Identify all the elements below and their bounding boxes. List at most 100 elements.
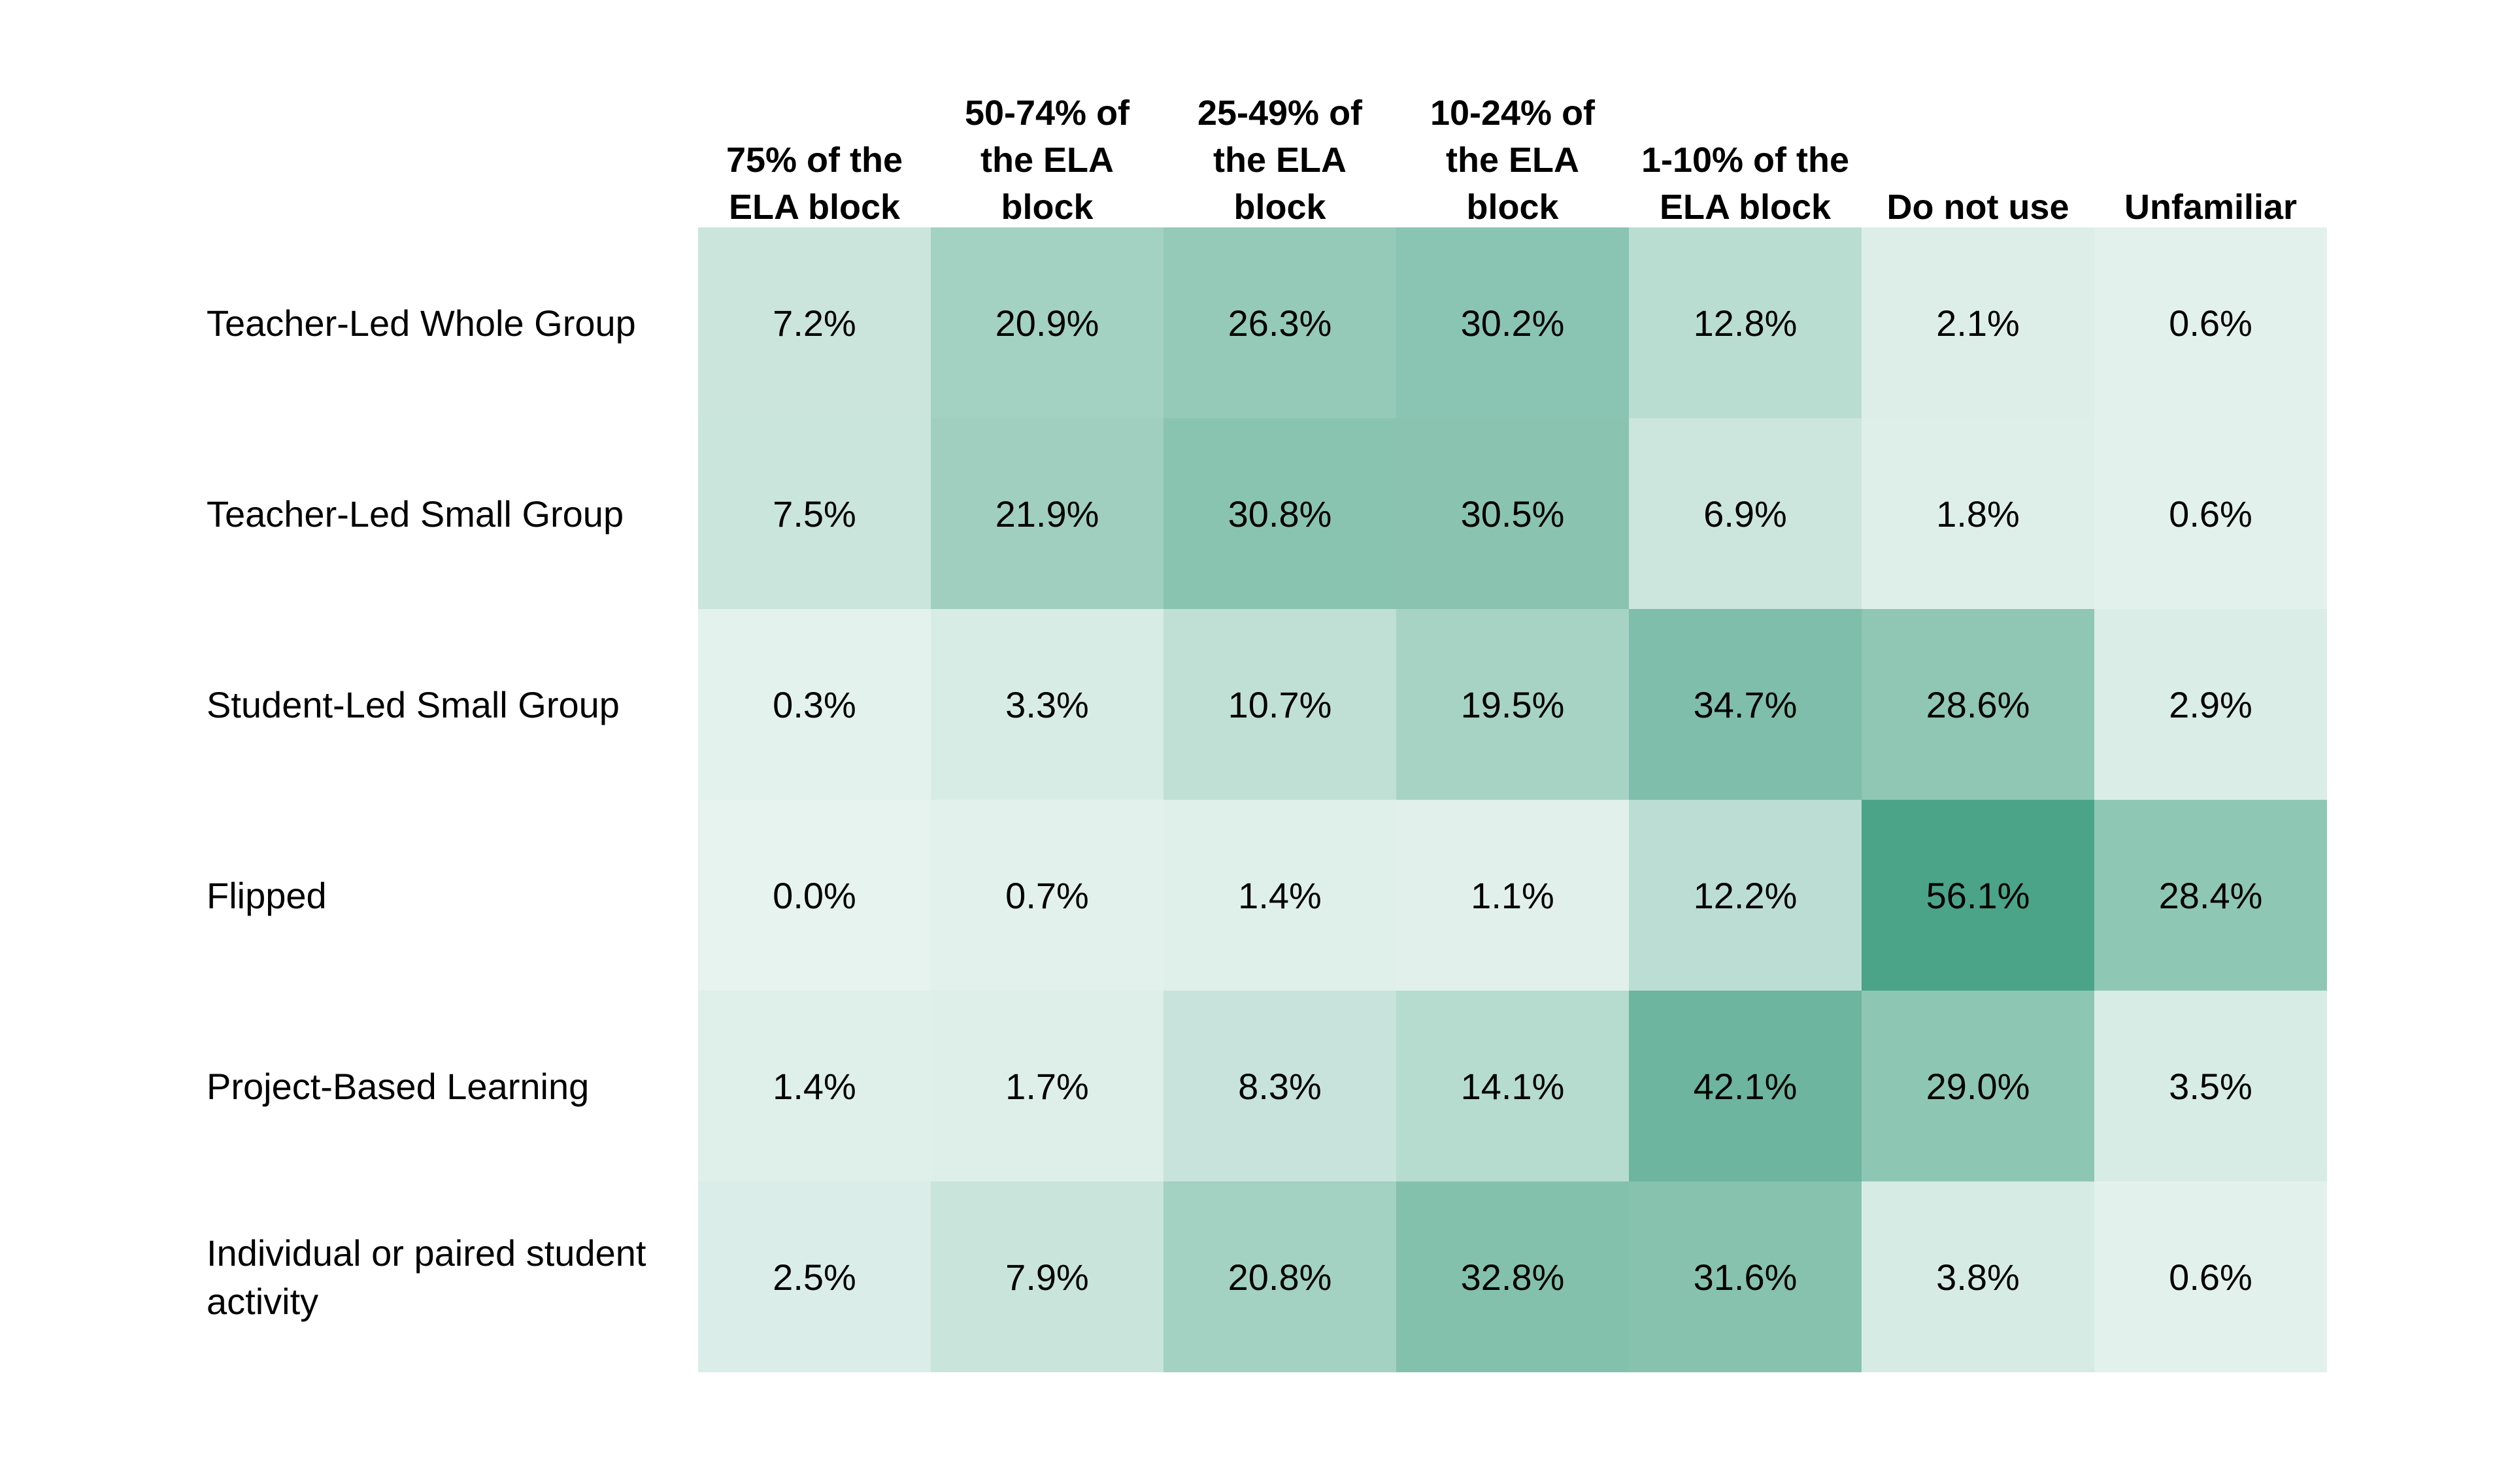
cell-value-label: 0.6% bbox=[2169, 303, 2252, 344]
heatmap-cell bbox=[2094, 227, 2327, 418]
cell-value-label: 34.7% bbox=[1694, 684, 1798, 725]
row-label: Teacher-Led Small Group bbox=[207, 493, 624, 535]
cell-value-label: 14.1% bbox=[1461, 1066, 1565, 1107]
heatmap-cell bbox=[1629, 1181, 1862, 1372]
cell-value-label: 0.7% bbox=[1005, 875, 1089, 916]
cell-value-label: 10.7% bbox=[1228, 684, 1332, 725]
cell-value-label: 1.8% bbox=[1936, 493, 2020, 535]
cell-value-label: 1.4% bbox=[773, 1066, 856, 1107]
heatmap-cell bbox=[1163, 227, 1396, 418]
heatmap-cell bbox=[1862, 800, 2094, 991]
heatmap-cell bbox=[2094, 800, 2327, 991]
heatmap-cell bbox=[1163, 991, 1396, 1181]
heatmap-cell bbox=[2094, 609, 2327, 800]
cell-value-label: 1.1% bbox=[1471, 875, 1554, 916]
heatmap-cell bbox=[1396, 991, 1629, 1181]
cell-value-label: 20.8% bbox=[1228, 1257, 1332, 1298]
heatmap-cell bbox=[2094, 991, 2327, 1181]
column-headers: 75% of the ELA block 50-74% of the ELA block… bbox=[726, 93, 2297, 227]
heatmap-cells: 7.2% 20.9% 26.3% 30.2% 12.8% 2.1% 0.6% 7.5% 21.9… bbox=[698, 227, 2327, 1372]
cell-value-label: 3.5% bbox=[2169, 1066, 2252, 1107]
heatmap-cell bbox=[1163, 609, 1396, 800]
cell-value-label: 3.8% bbox=[1936, 1257, 2020, 1298]
heatmap-cell bbox=[1629, 418, 1862, 609]
heatmap-cell bbox=[1629, 609, 1862, 800]
cell-value-label: 0.0% bbox=[773, 875, 856, 916]
cell-value-label: 0.6% bbox=[2169, 1257, 2252, 1298]
cell-value-label: 7.5% bbox=[773, 493, 856, 535]
cell-value-label: 28.4% bbox=[2159, 875, 2263, 916]
heatmap-cell bbox=[1163, 800, 1396, 991]
cell-value-label: 30.5% bbox=[1461, 493, 1565, 535]
cell-value-label: 30.8% bbox=[1228, 493, 1332, 535]
cell-value-label: 6.9% bbox=[1703, 493, 1787, 535]
column-header: 50-74% of the ELA block bbox=[965, 93, 1130, 227]
heatmap-cell bbox=[1396, 800, 1629, 991]
cell-value-label: 42.1% bbox=[1694, 1066, 1798, 1107]
cell-value-label: 7.9% bbox=[1005, 1257, 1089, 1298]
column-header: 25-49% of the ELA block bbox=[1197, 93, 1363, 227]
cell-value-label: 31.6% bbox=[1694, 1257, 1798, 1298]
row-label: Teacher-Led Whole Group bbox=[207, 303, 636, 344]
cell-value-label: 3.3% bbox=[1005, 684, 1089, 725]
cell-value-label: 1.4% bbox=[1238, 875, 1322, 916]
heatmap-cell bbox=[2094, 418, 2327, 609]
cell-value-label: 21.9% bbox=[996, 493, 1099, 535]
cell-value-label: 12.2% bbox=[1694, 875, 1798, 916]
cell-value-label: 7.2% bbox=[773, 303, 856, 344]
heatmap-cell bbox=[931, 800, 1163, 991]
heatmap-cell bbox=[698, 800, 931, 991]
cell-value-label: 1.7% bbox=[1005, 1066, 1089, 1107]
cell-value-label: 29.0% bbox=[1926, 1066, 2030, 1107]
heatmap-cell bbox=[1163, 418, 1396, 609]
heatmap-cell bbox=[1396, 418, 1629, 609]
heatmap-cell bbox=[1629, 800, 1862, 991]
cell-value-label: 2.9% bbox=[2169, 684, 2252, 725]
heatmap-cell bbox=[698, 418, 931, 609]
heatmap-cell bbox=[931, 609, 1163, 800]
cell-value-label: 8.3% bbox=[1238, 1066, 1322, 1107]
cell-value-label: 0.6% bbox=[2169, 493, 2252, 535]
heatmap-cell bbox=[1862, 609, 2094, 800]
cell-value-label: 19.5% bbox=[1461, 684, 1565, 725]
row-label: Flipped bbox=[207, 875, 327, 916]
heatmap-cell bbox=[1862, 1181, 2094, 1372]
cell-value-label: 30.2% bbox=[1461, 303, 1565, 344]
column-header: 75% of the ELA block bbox=[726, 140, 903, 227]
column-header: Do not use bbox=[1887, 188, 2069, 227]
heatmap-cell bbox=[1396, 227, 1629, 418]
heatmap-cell bbox=[1862, 418, 2094, 609]
row-label: Individual or paired student activity bbox=[207, 1232, 646, 1322]
heatmap-cell bbox=[698, 991, 931, 1181]
heatmap-cell bbox=[1862, 991, 2094, 1181]
heatmap-cell bbox=[1396, 1181, 1629, 1372]
heatmap-cell bbox=[931, 1181, 1163, 1372]
heatmap-cell bbox=[931, 991, 1163, 1181]
cell-value-label: 56.1% bbox=[1926, 875, 2030, 916]
heatmap-cell bbox=[931, 227, 1163, 418]
cell-value-label: 2.1% bbox=[1936, 303, 2020, 344]
cell-value-label: 28.6% bbox=[1926, 684, 2030, 725]
row-label: Project-Based Learning bbox=[207, 1066, 589, 1107]
heatmap-cell bbox=[1396, 609, 1629, 800]
heatmap-cell bbox=[1862, 227, 2094, 418]
cell-value-label: 2.5% bbox=[773, 1257, 856, 1298]
heatmap-cell bbox=[698, 227, 931, 418]
column-header: 1-10% of the ELA block bbox=[1641, 140, 1849, 227]
row-labels: Teacher-Led Whole Group Teacher-Led Small… bbox=[207, 303, 646, 1322]
cell-value-label: 20.9% bbox=[996, 303, 1099, 344]
heatmap-cell bbox=[1629, 227, 1862, 418]
heatmap-cell bbox=[2094, 1181, 2327, 1372]
cell-value-label: 0.3% bbox=[773, 684, 856, 725]
heatmap-cell bbox=[698, 1181, 931, 1372]
heatmap-cell bbox=[698, 609, 931, 800]
heatmap-cell bbox=[1163, 1181, 1396, 1372]
heatmap-cell bbox=[1629, 991, 1862, 1181]
cell-value-label: 26.3% bbox=[1228, 303, 1332, 344]
column-header: 10-24% of the ELA block bbox=[1430, 93, 1596, 227]
column-header: Unfamiliar bbox=[2124, 188, 2297, 227]
cell-value-label: 32.8% bbox=[1461, 1257, 1565, 1298]
row-label: Student-Led Small Group bbox=[207, 684, 620, 725]
heatmap-cell bbox=[931, 418, 1163, 609]
